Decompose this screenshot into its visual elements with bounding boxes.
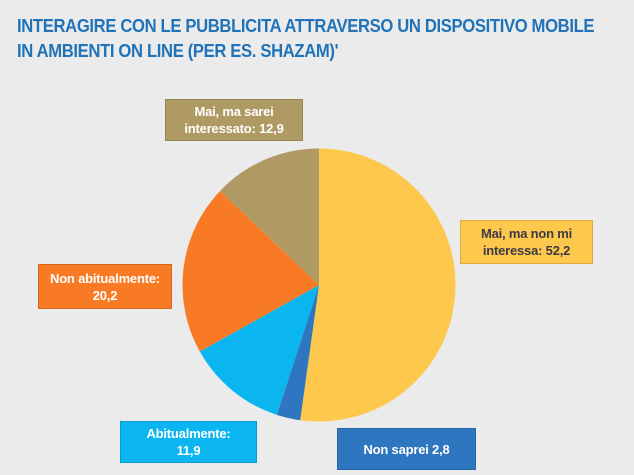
callout-label-line: Non saprei 2,8 <box>363 441 450 457</box>
pie-slice-abitualmente <box>199 285 319 415</box>
callout-mai-ma-non-mi-interessa: Mai, ma non mi interessa: 52,2 <box>460 220 593 264</box>
page-title-line-2: IN AMBIENTI ON LINE (PER ES. SHAZAM)' <box>17 40 339 61</box>
callout-non-abitualmente: Non abitualmente: 20,2 <box>38 264 172 309</box>
pie-chart <box>182 148 456 422</box>
pie-slice-non-saprei <box>276 285 319 421</box>
pie-slice-mai-ma-sarei-interessato <box>220 148 319 285</box>
callout-label-line: 20,2 <box>92 287 118 303</box>
callout-label-line: 11,9 <box>176 443 201 458</box>
callout-label-line: Mai, ma non mi <box>480 226 573 241</box>
pie-slice-non-abitualmente <box>182 190 319 352</box>
callout-abitualmente: Abitualmente: 11,9 <box>120 421 257 463</box>
page-title: INTERAGIRE CON LE PUBBLICITA ATTRAVERSO … <box>17 13 595 63</box>
callout-non-saprei: Non saprei 2,8 <box>337 428 476 470</box>
callout-label-line: Non abitualmente: <box>50 270 160 286</box>
callout-label-line: Abitualmente: <box>146 426 231 441</box>
page-title-line-1: INTERAGIRE CON LE PUBBLICITA ATTRAVERSO … <box>17 15 595 36</box>
callout-label-line: interessato: 12,9 <box>184 121 284 136</box>
pie-slice-mai-ma-non-mi-interessa <box>300 148 456 422</box>
callout-mai-ma-sarei-interessato: Mai, ma sarei interessato: 12,9 <box>165 99 303 141</box>
callout-label-line: interessa: 52,2 <box>482 243 571 258</box>
callout-label-line: Mai, ma sarei <box>194 104 274 119</box>
